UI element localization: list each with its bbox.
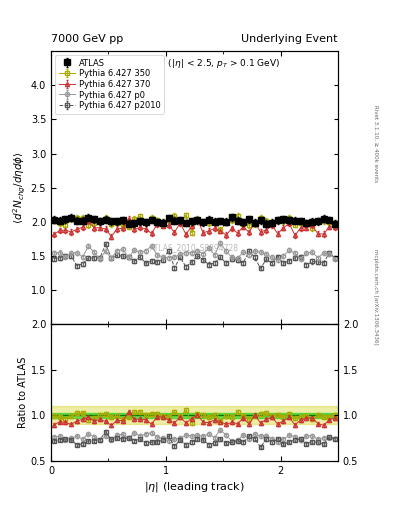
- Text: ATLAS_2010_S8894728: ATLAS_2010_S8894728: [150, 243, 239, 252]
- X-axis label: |$\eta$| (leading track): |$\eta$| (leading track): [144, 480, 245, 494]
- Text: Underlying Event: Underlying Event: [241, 33, 338, 44]
- Y-axis label: $\langle d^2 N_{chg}/d\eta d\phi \rangle$: $\langle d^2 N_{chg}/d\eta d\phi \rangle…: [12, 152, 28, 224]
- Y-axis label: Ratio to ATLAS: Ratio to ATLAS: [18, 357, 28, 428]
- Legend: ATLAS, Pythia 6.427 350, Pythia 6.427 370, Pythia 6.427 p0, Pythia 6.427 p2010: ATLAS, Pythia 6.427 350, Pythia 6.427 37…: [55, 55, 163, 114]
- Bar: [51, 406, 338, 424]
- Text: Rivet 3.1.10, ≥ 400k events: Rivet 3.1.10, ≥ 400k events: [373, 105, 378, 182]
- Text: 7000 GeV pp: 7000 GeV pp: [51, 33, 123, 44]
- Text: mcplots.cern.ch [arXiv:1306.3436]: mcplots.cern.ch [arXiv:1306.3436]: [373, 249, 378, 345]
- Bar: [51, 413, 338, 418]
- Text: $\langle N_{ch}\rangle$ vs $\eta^{\rm lead}$ ($|\eta|$ < 2.5, $p_T$ > 0.1 GeV): $\langle N_{ch}\rangle$ vs $\eta^{\rm le…: [108, 57, 281, 71]
